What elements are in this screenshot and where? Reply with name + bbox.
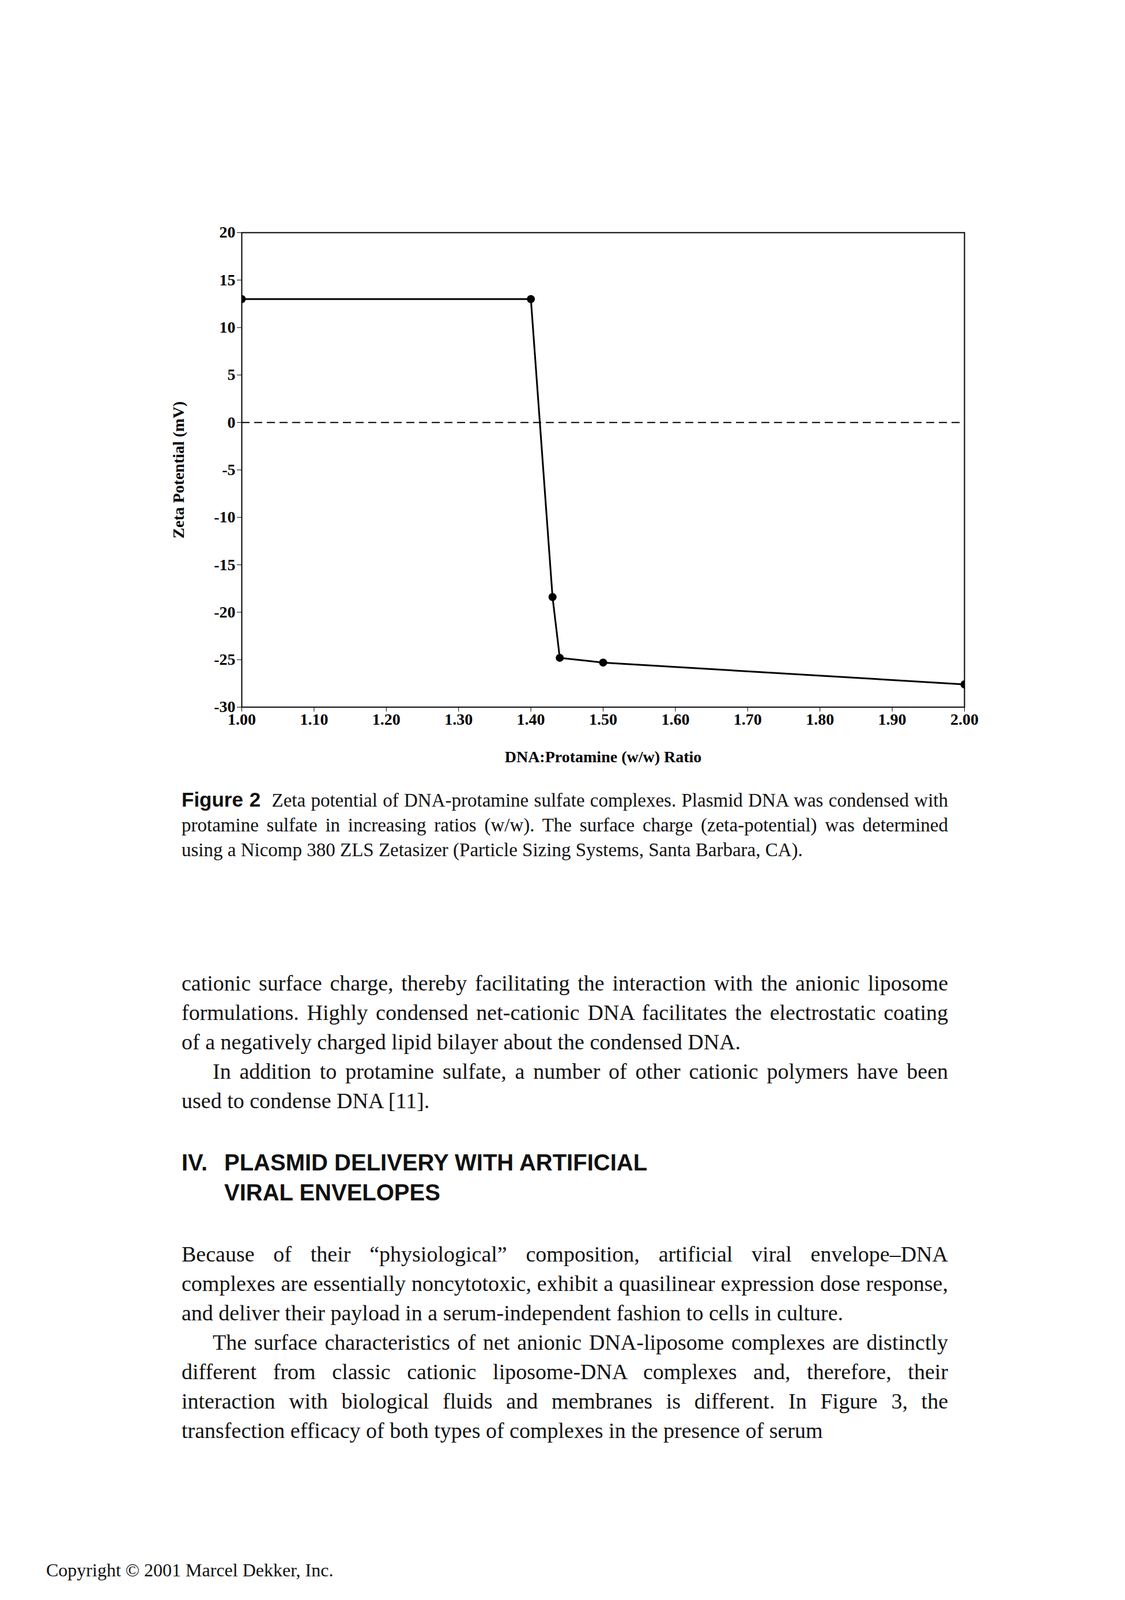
svg-text:DNA:Protamine (w/w) Ratio: DNA:Protamine (w/w) Ratio	[504, 747, 702, 766]
svg-text:15: 15	[219, 270, 236, 289]
html-text:IV.: IV.	[181, 1149, 208, 1175]
html-text:In addition to protamine sulfa: In addition to protamine sulfate, a numb…	[181, 1058, 949, 1113]
svg-text:0: 0	[227, 413, 236, 432]
svg-text:-10: -10	[213, 507, 236, 526]
svg-text:1.40: 1.40	[516, 710, 546, 728]
svg-text:1.10: 1.10	[299, 710, 328, 728]
svg-text:1.50: 1.50	[589, 710, 618, 728]
svg-text:-20: -20	[213, 602, 236, 621]
html-text:The surface characteristics of: The surface characteristics of net anion…	[181, 1329, 949, 1442]
svg-text:-25: -25	[213, 650, 236, 668]
svg-text:-30: -30	[213, 697, 236, 716]
svg-text:-5: -5	[221, 460, 236, 479]
html-text:VIRAL ENVELOPES: VIRAL ENVELOPES	[224, 1179, 441, 1205]
svg-text:1.80: 1.80	[805, 710, 834, 728]
svg-text:20: 20	[219, 223, 236, 241]
svg-text:1.90: 1.90	[878, 710, 907, 728]
svg-text:1.20: 1.20	[372, 710, 401, 728]
svg-text:-15: -15	[213, 555, 236, 574]
svg-text:1.70: 1.70	[733, 710, 762, 728]
svg-text:1.30: 1.30	[444, 710, 473, 728]
svg-text:1.60: 1.60	[661, 710, 690, 728]
html-text:cationic surface charge, there: cationic surface charge, thereby facilit…	[181, 970, 949, 1054]
html-text:Figure 2 Zeta potential of DNA: Figure 2 Zeta potential of DNA-protamine…	[181, 787, 949, 860]
html-text:Because of their “physiologica: Because of their “physiological” composi…	[181, 1241, 949, 1325]
svg-text:2.00: 2.00	[950, 710, 979, 728]
svg-text:10: 10	[219, 318, 236, 337]
html-text:PLASMID DELIVERY WITH ARTIFICI: PLASMID DELIVERY WITH ARTIFICIAL	[224, 1149, 648, 1175]
svg-text:5: 5	[227, 365, 236, 384]
svg-text:Zeta Potential (mV): Zeta Potential (mV)	[169, 401, 188, 539]
svg-text:1.00: 1.00	[227, 710, 256, 729]
html-text:Copyright © 2001 Marcel Dekker: Copyright © 2001 Marcel Dekker, Inc.	[46, 1558, 334, 1580]
